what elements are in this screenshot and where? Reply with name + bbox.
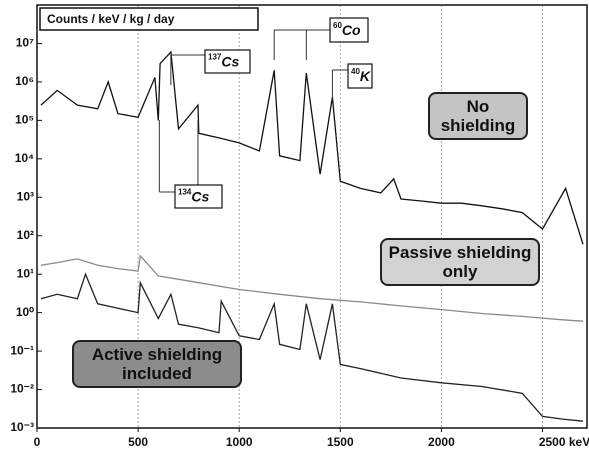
series-label: Active shielding included bbox=[72, 340, 242, 388]
x-tick-label: 1000 bbox=[226, 435, 253, 449]
y-tick-label: 10⁶ bbox=[15, 74, 34, 88]
y-tick-label: 10⁻³ bbox=[10, 420, 34, 434]
annotation-mass: 137 bbox=[208, 53, 222, 62]
y-label: Counts / keV / kg / day bbox=[47, 12, 175, 26]
y-tick-label: 10³ bbox=[17, 189, 34, 203]
annotation-label: 60Co bbox=[333, 21, 361, 38]
annotation-element: Cs bbox=[191, 188, 209, 204]
series-line bbox=[40, 254, 584, 322]
y-tick-label: 10⁴ bbox=[15, 151, 34, 165]
y-tick-label: 10⁻¹ bbox=[10, 343, 34, 357]
annotation-mass: 40 bbox=[351, 67, 360, 76]
annotation-box bbox=[329, 17, 369, 43]
x-tick-label: 1500 bbox=[327, 435, 354, 449]
annotation-element: Cs bbox=[221, 53, 239, 69]
annotation-box bbox=[347, 63, 373, 89]
annotation-label: 134Cs bbox=[178, 188, 209, 205]
annotation-mass: 134 bbox=[178, 188, 192, 197]
annotation-label: 137Cs bbox=[208, 53, 239, 70]
y-tick-label: 10² bbox=[17, 228, 34, 242]
x-tick-label: 500 bbox=[128, 435, 148, 449]
y-tick-label: 10⁻² bbox=[10, 382, 34, 396]
annotation-element: Co bbox=[342, 22, 361, 38]
series-label: No shielding bbox=[428, 92, 528, 140]
y-tick-label: 10⁰ bbox=[16, 305, 34, 319]
x-tick-label: 2000 bbox=[428, 435, 455, 449]
frame bbox=[36, 4, 588, 429]
series-label: Passive shielding only bbox=[380, 238, 540, 286]
y-tick-label: 10⁷ bbox=[16, 36, 34, 50]
annotation-box bbox=[174, 184, 223, 209]
series-line bbox=[40, 50, 584, 245]
annotation-mass: 60 bbox=[333, 21, 342, 30]
series-line bbox=[40, 272, 584, 422]
annotation-label: 40K bbox=[351, 67, 371, 84]
y-label-box bbox=[39, 7, 259, 31]
y-tick-label: 10¹ bbox=[17, 266, 34, 280]
annotation-element: K bbox=[360, 68, 371, 84]
x-tick-label: 2500 keV bbox=[539, 435, 589, 449]
x-tick-label: 0 bbox=[34, 435, 41, 449]
y-tick-label: 10⁵ bbox=[15, 113, 34, 127]
annotation-box bbox=[204, 49, 251, 74]
